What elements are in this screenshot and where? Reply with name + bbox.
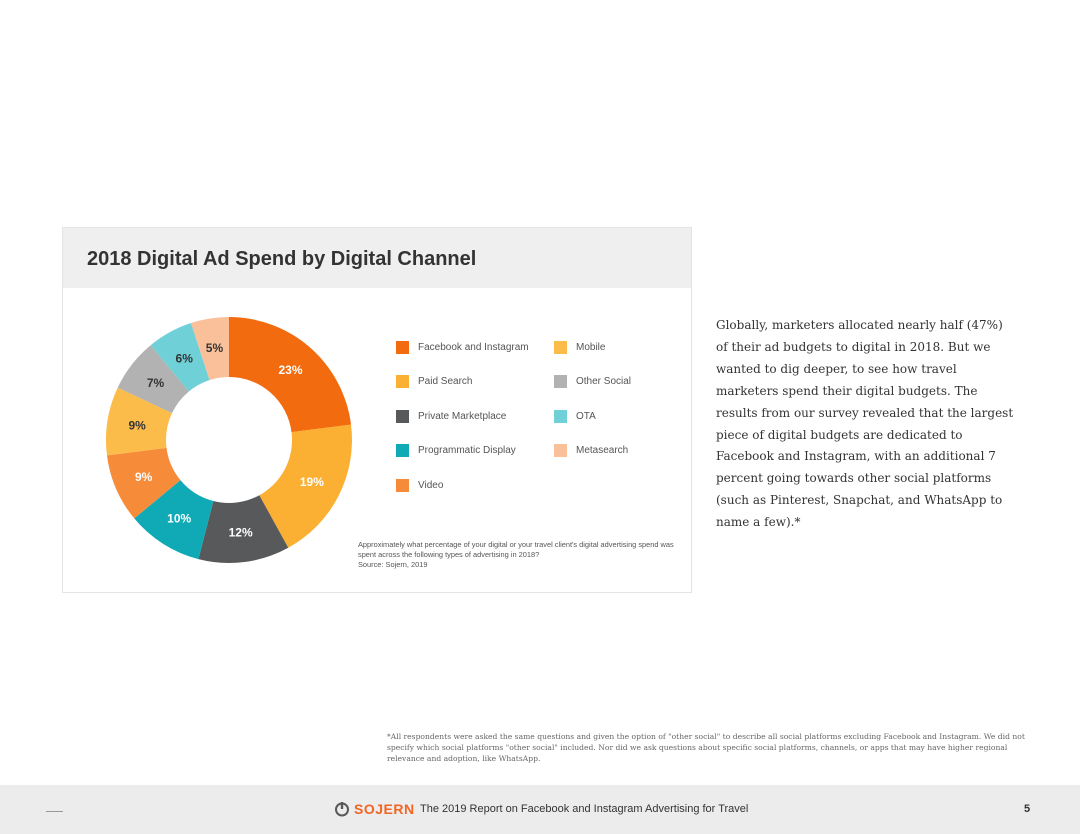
sojern-logo: SOJERN [334, 801, 415, 817]
slice-label: 9% [135, 470, 153, 484]
legend-swatch [396, 444, 409, 457]
survey-note: Approximately what percentage of your di… [358, 540, 678, 570]
donut-chart: 23% 19% 12% 10% 9% 9% 7% 6% 5% [106, 317, 352, 563]
legend-label: Facebook and Instagram [418, 341, 529, 353]
legend-label: OTA [576, 410, 596, 422]
legend-item: Metasearch [554, 444, 628, 458]
slice-label: 7% [147, 376, 165, 390]
page-footer: SOJERN The 2019 Report on Facebook and I… [0, 785, 1080, 834]
page-number: 5 [1024, 803, 1031, 815]
survey-source: Source: Sojern, 2019 [358, 560, 428, 569]
slice-label: 12% [229, 525, 253, 539]
footer-dash [46, 811, 63, 812]
legend-swatch [396, 340, 409, 354]
slice-label: 10% [167, 512, 191, 526]
footnote: *All respondents were asked the same que… [387, 732, 1025, 763]
legend-item: Mobile [554, 340, 605, 354]
legend-swatch [396, 409, 409, 423]
legend-item: Other Social [554, 375, 631, 389]
legend-item: Paid Search [396, 375, 472, 389]
legend-swatch [554, 444, 567, 457]
legend-swatch [554, 375, 567, 388]
legend-item: Programmatic Display [396, 444, 516, 458]
body-paragraph: Globally, marketers allocated nearly hal… [716, 318, 1014, 530]
chart-header: 2018 Digital Ad Spend by Digital Channel [63, 228, 691, 288]
chart-card: 2018 Digital Ad Spend by Digital Channel… [62, 227, 692, 593]
slice-other-social [117, 345, 189, 414]
chart-title: 2018 Digital Ad Spend by Digital Channel [87, 248, 477, 270]
slice-label: 19% [300, 475, 324, 489]
legend-item: Facebook and Instagram [396, 340, 529, 354]
legend-swatch [396, 375, 409, 388]
slice-facebook-and-instagram [229, 317, 352, 433]
slice-programmatic-display [134, 480, 214, 560]
footer-title: The 2019 Report on Facebook and Instagra… [420, 803, 749, 815]
logo-text: SOJERN [354, 801, 415, 817]
slice-private-marketplace [198, 495, 289, 563]
legend-label: Other Social [576, 376, 632, 387]
legend-swatch [554, 409, 567, 423]
legend-label: Metasearch [576, 445, 629, 456]
slice-label: 9% [128, 418, 146, 432]
legend-item: Private Marketplace [396, 409, 506, 423]
slice-ota [150, 323, 210, 392]
slice-paid-search [259, 424, 352, 548]
legend-item: OTA [554, 409, 596, 423]
slice-video [106, 447, 181, 519]
slice-metasearch [190, 317, 229, 381]
legend-label: Paid Search [418, 376, 473, 387]
legend-label: Video [418, 479, 444, 491]
survey-question: Approximately what percentage of your di… [358, 540, 674, 559]
legend-label: Private Marketplace [418, 410, 507, 422]
slice-label: 23% [278, 363, 302, 377]
legend-label: Mobile [576, 341, 606, 353]
legend-swatch [554, 340, 567, 354]
legend-label: Programmatic Display [418, 445, 516, 456]
legend-swatch [396, 478, 409, 492]
slice-mobile [106, 387, 172, 456]
power-icon [335, 802, 349, 817]
slice-label: 6% [176, 352, 194, 366]
legend-item: Video [396, 478, 443, 492]
slice-label: 5% [206, 341, 224, 355]
